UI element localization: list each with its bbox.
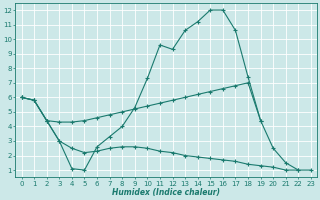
X-axis label: Humidex (Indice chaleur): Humidex (Indice chaleur) <box>112 188 220 197</box>
